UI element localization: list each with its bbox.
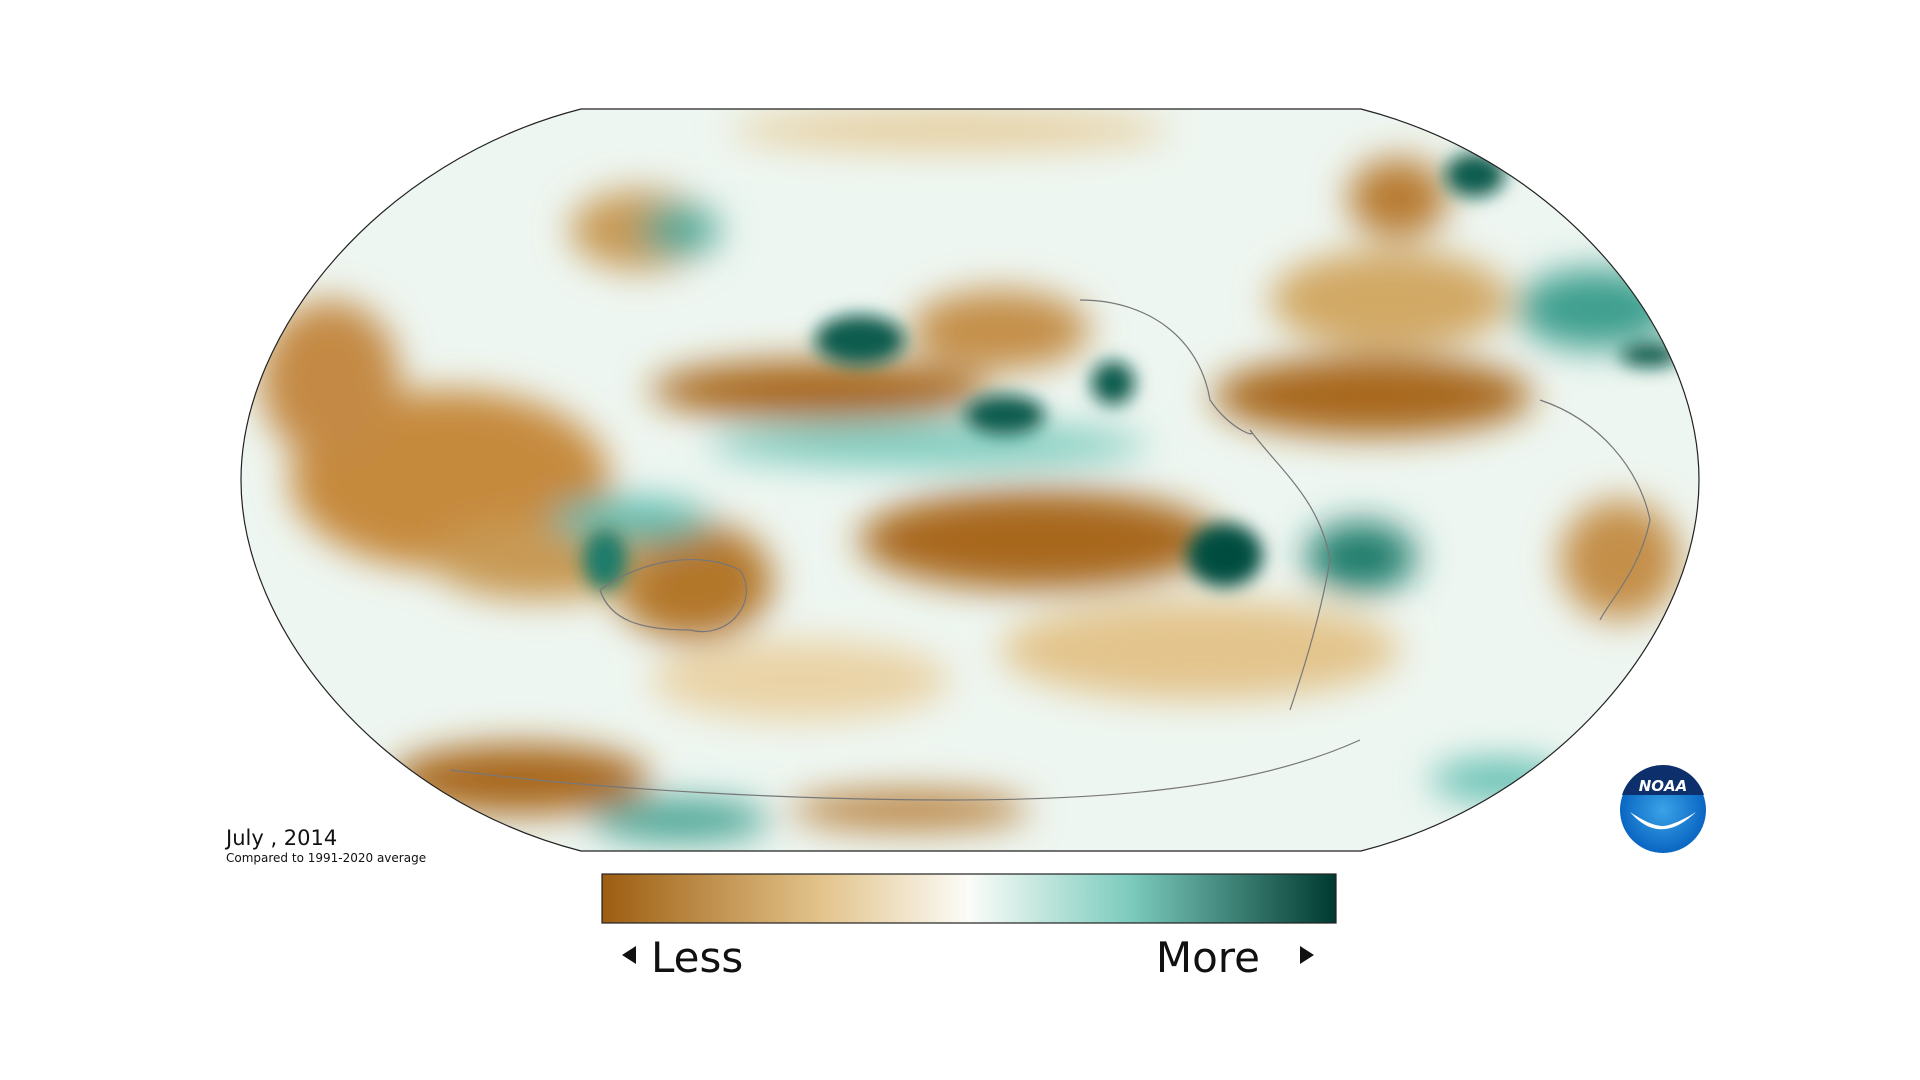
logo-text: NOAA <box>1639 777 1688 795</box>
map-border <box>240 108 1700 852</box>
coastlines <box>449 299 1651 801</box>
less-label: Less <box>651 933 743 982</box>
noaa-logo: NOAA <box>1620 764 1706 853</box>
more-label: More <box>1156 933 1260 982</box>
map-date: July , 2014 <box>224 826 337 850</box>
more-arrow <box>1300 946 1314 964</box>
anomaly-map <box>241 109 1699 851</box>
less-arrow <box>622 946 636 964</box>
map-subtitle: Compared to 1991-2020 average <box>226 851 426 865</box>
color-scale <box>601 873 1337 924</box>
